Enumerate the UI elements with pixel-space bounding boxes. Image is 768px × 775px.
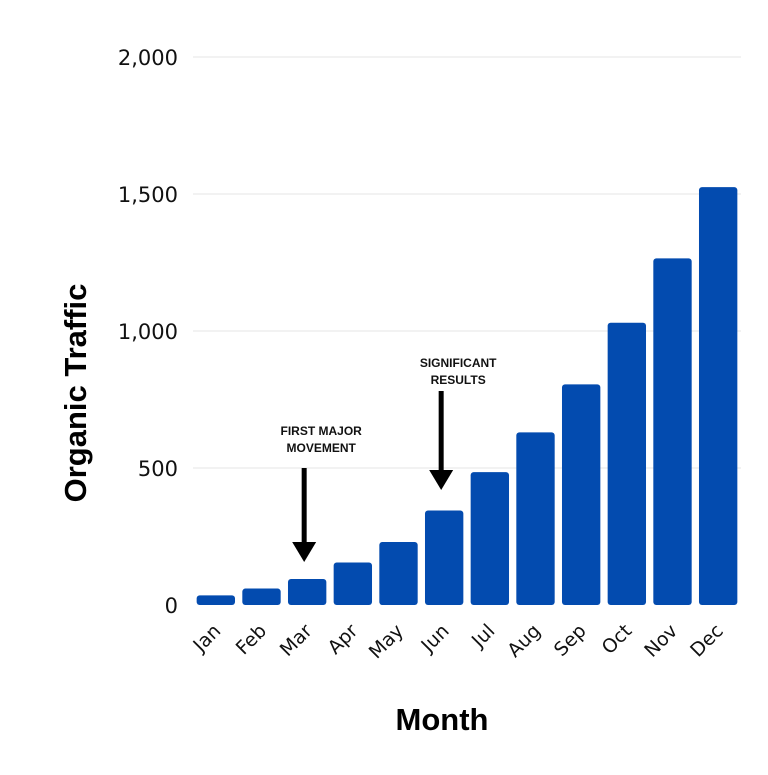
x-tick-label: Aug (503, 620, 545, 662)
bar-mar (287, 578, 327, 605)
bar-jun (424, 510, 464, 605)
y-axis-ticks: 0 500 1,000 1,500 2,000 (118, 46, 178, 618)
x-tick-label: Jul (467, 620, 499, 652)
y-tick-label: 500 (138, 457, 178, 481)
x-tick-label: Sep (550, 620, 591, 661)
bar-nov (653, 258, 692, 605)
bar-sep (561, 384, 601, 605)
x-tick-label: May (365, 620, 408, 663)
bar-feb (242, 588, 281, 605)
bar-jan (196, 595, 236, 605)
y-tick-label: 2,000 (118, 46, 178, 70)
annotation-arrow-head (292, 542, 317, 562)
x-axis-ticks: Jan Feb Mar Apr May Jun Jul Aug Sep Oct Nov Dec (188, 620, 727, 663)
annotation-text: SIGNIFICANT (420, 356, 497, 370)
bar-oct (607, 322, 647, 605)
x-tick-label: Jun (416, 620, 453, 657)
x-tick-label: Nov (640, 620, 682, 662)
annotation-text: MOVEMENT (286, 441, 356, 455)
bars (196, 187, 738, 605)
annotations: FIRST MAJOR MOVEMENT SIGNIFICANT RESULTS (280, 356, 497, 562)
x-tick-label: Mar (276, 620, 317, 661)
bar-may (379, 541, 418, 605)
x-tick-label: Feb (232, 620, 271, 659)
y-axis-title: Organic Traffic (58, 284, 93, 503)
y-tick-label: 1,000 (118, 320, 178, 344)
annotation: SIGNIFICANT RESULTS (420, 356, 497, 490)
y-tick-label: 0 (165, 594, 178, 618)
annotation-arrow-head (429, 470, 454, 490)
x-tick-label: Jan (188, 620, 225, 657)
x-tick-label: Apr (324, 620, 363, 659)
x-axis-title: Month (396, 702, 489, 737)
bar-apr (333, 562, 373, 605)
bar-jul (470, 472, 510, 605)
annotation-text: FIRST MAJOR (280, 424, 362, 438)
annotation: FIRST MAJOR MOVEMENT (280, 424, 362, 562)
x-tick-label: Oct (598, 620, 637, 659)
bar-dec (698, 187, 738, 605)
x-tick-label: Dec (686, 620, 728, 662)
gridlines (193, 56, 741, 469)
annotation-text: RESULTS (431, 373, 486, 387)
y-tick-label: 1,500 (118, 183, 178, 207)
bar-aug (516, 432, 555, 605)
